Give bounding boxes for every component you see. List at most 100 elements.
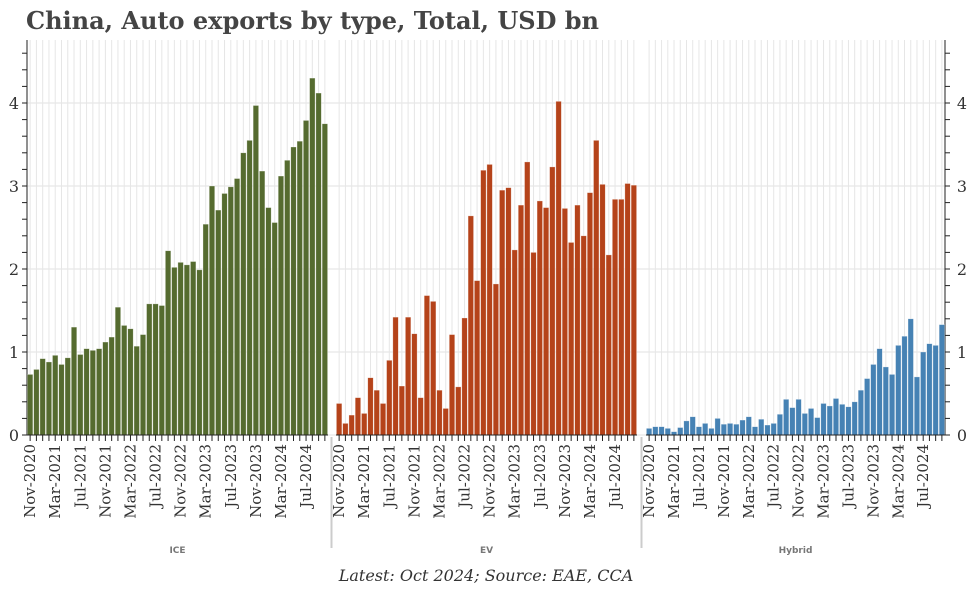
bar xyxy=(303,120,310,436)
bar xyxy=(758,418,765,436)
x-tick-label: Nov-2020 xyxy=(330,444,348,518)
bar xyxy=(448,334,456,436)
bar xyxy=(689,416,696,436)
bar xyxy=(177,262,184,436)
bar xyxy=(221,193,228,436)
x-tick-label: Mar-2023 xyxy=(815,444,833,519)
bar xyxy=(436,389,443,436)
bar xyxy=(499,189,506,436)
bar xyxy=(864,378,871,436)
bar xyxy=(814,417,821,436)
bar xyxy=(574,204,581,436)
bar xyxy=(83,348,90,436)
bar xyxy=(474,280,481,436)
bar xyxy=(612,198,619,436)
bar xyxy=(165,250,172,436)
x-tick-label: Mar-2024 xyxy=(889,444,907,519)
bar xyxy=(857,389,864,436)
bar xyxy=(411,333,418,436)
bar xyxy=(783,399,790,436)
bar xyxy=(190,261,197,436)
y-tick-label-right: 0 xyxy=(957,426,967,445)
bar xyxy=(296,140,303,436)
bar xyxy=(430,301,437,436)
bar xyxy=(321,123,328,436)
y-tick-label-right: 3 xyxy=(957,177,967,196)
bar xyxy=(114,306,121,436)
bar xyxy=(695,426,702,436)
bar xyxy=(405,316,412,436)
y-tick-label-left: 0 xyxy=(9,426,19,445)
bar xyxy=(336,403,343,436)
bar xyxy=(739,419,746,436)
x-tick-label: Nov-2023 xyxy=(556,444,574,518)
bar xyxy=(543,207,550,436)
bar xyxy=(392,316,399,436)
bar xyxy=(467,215,474,436)
bar xyxy=(171,267,178,436)
x-tick-label: Jul-2023 xyxy=(839,444,857,510)
bar xyxy=(455,386,462,436)
x-tick-label: Nov-2020 xyxy=(21,444,39,518)
bar xyxy=(770,423,777,436)
bar xyxy=(139,334,147,436)
x-tick-label: Jul-2023 xyxy=(531,444,549,510)
bar xyxy=(586,192,594,436)
x-tick-label: Nov-2020 xyxy=(640,444,658,518)
bar xyxy=(876,348,883,436)
bar xyxy=(208,185,216,436)
panel-hybrid: Nov-2020 Mar-2021 Jul-2021 Nov-2021 Mar-2022… xyxy=(640,40,945,556)
bar xyxy=(720,423,727,436)
bar xyxy=(599,184,606,436)
bar xyxy=(386,359,393,436)
bar xyxy=(33,369,40,436)
bar xyxy=(284,159,291,436)
bar xyxy=(938,324,945,436)
bar xyxy=(530,252,537,436)
panel-ice: Nov-2020 Mar-2021 Jul-2021 Nov-2021 Mar-2022… xyxy=(21,40,328,556)
x-tick-label: Mar-2022 xyxy=(430,444,448,519)
bar xyxy=(39,358,46,436)
bar xyxy=(480,169,487,436)
bar xyxy=(373,389,380,436)
bar xyxy=(870,364,877,436)
bar xyxy=(524,161,531,436)
x-tick-label: Nov-2021 xyxy=(405,444,423,518)
bar xyxy=(361,413,368,436)
bar xyxy=(52,355,59,436)
bar xyxy=(240,152,247,436)
bar xyxy=(708,428,715,436)
bar xyxy=(252,105,259,436)
bar xyxy=(127,328,134,436)
y-tick-label-right: 4 xyxy=(957,94,967,113)
bar xyxy=(108,336,115,436)
bar xyxy=(851,401,858,436)
y-tick-label-left: 1 xyxy=(9,343,19,362)
bar xyxy=(630,184,637,436)
x-tick-label: Mar-2024 xyxy=(581,444,599,519)
x-tick-label: Mar-2023 xyxy=(197,444,215,519)
bar xyxy=(417,397,424,436)
bar xyxy=(342,423,349,436)
bar xyxy=(789,407,796,436)
bar xyxy=(348,414,355,436)
bar xyxy=(64,357,71,436)
bar xyxy=(70,326,78,436)
bar xyxy=(913,376,920,436)
bar xyxy=(234,178,241,436)
bar xyxy=(801,413,808,436)
bar xyxy=(77,354,84,436)
bar xyxy=(146,303,153,436)
x-tick-label: Jul-2023 xyxy=(222,444,240,510)
bar xyxy=(664,428,671,436)
bar xyxy=(158,305,165,436)
x-tick-label: Jul-2021 xyxy=(690,444,708,510)
bar xyxy=(227,186,234,436)
bar xyxy=(423,295,430,436)
x-tick-label: Jul-2024 xyxy=(297,444,315,510)
bar xyxy=(27,374,34,436)
bar xyxy=(58,364,65,436)
bar xyxy=(561,208,568,436)
